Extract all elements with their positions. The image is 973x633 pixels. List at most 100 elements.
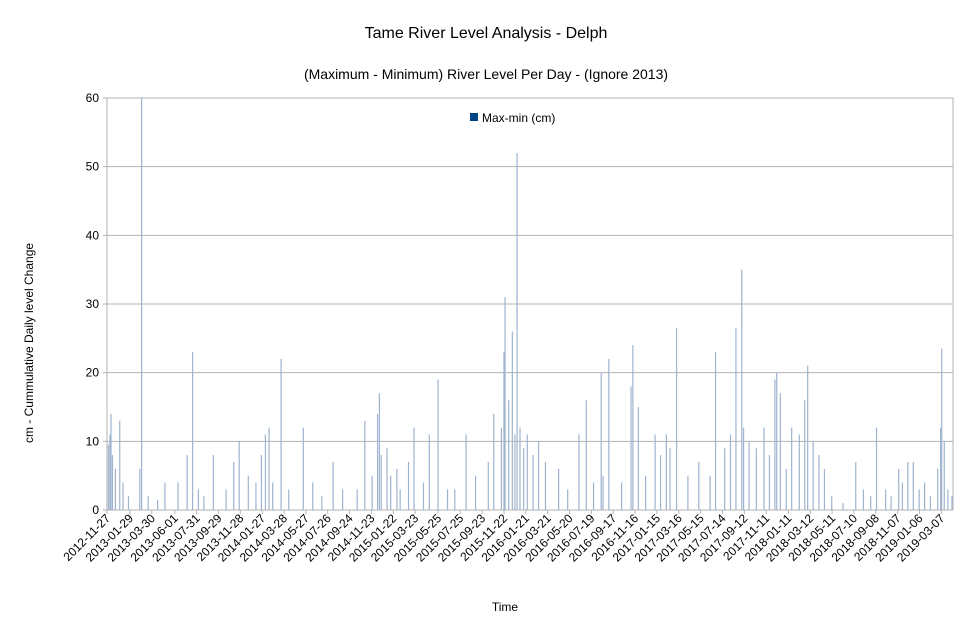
bar (812, 441, 814, 510)
bar (378, 393, 381, 510)
bar (413, 427, 415, 510)
bar (321, 496, 323, 510)
bar (280, 358, 282, 510)
bar (567, 489, 569, 510)
bar (741, 269, 743, 510)
bar (514, 434, 516, 510)
bar (818, 455, 820, 510)
bar (260, 455, 263, 510)
bar (791, 427, 793, 510)
bar (247, 475, 249, 510)
bar (885, 489, 887, 510)
bar (422, 482, 425, 510)
bar (698, 461, 700, 510)
bar (798, 434, 800, 510)
bar (264, 434, 267, 510)
y-tick-label: 40 (86, 228, 100, 242)
bar (272, 482, 274, 510)
bar (516, 152, 518, 510)
bar (842, 503, 844, 510)
bar (386, 448, 388, 510)
bar-series (107, 98, 953, 510)
bar (474, 475, 477, 510)
bar (875, 427, 878, 510)
bar (645, 475, 647, 510)
bar (437, 379, 439, 510)
bar (804, 400, 806, 510)
bar (557, 468, 560, 510)
bar (380, 455, 382, 510)
bar (659, 455, 662, 510)
bar (465, 434, 467, 510)
bar (519, 427, 521, 510)
legend-swatch (470, 113, 478, 121)
bar (157, 499, 159, 510)
bar (735, 328, 737, 510)
bar (428, 434, 430, 510)
x-axis-title: Time (492, 600, 519, 614)
bar (342, 489, 344, 510)
bar (774, 379, 776, 510)
bar (356, 489, 358, 510)
bar (396, 468, 398, 510)
y-tick-labels: 0 10 20 30 40 50 60 (86, 91, 100, 517)
bar (114, 468, 116, 510)
bar (268, 427, 270, 510)
bar (203, 496, 205, 510)
chart-title: Tame River Level Analysis - Delph (365, 25, 608, 42)
bar (823, 468, 826, 510)
bar (537, 441, 540, 510)
bar (504, 297, 506, 510)
bar (288, 489, 290, 510)
plot-area-frame (106, 97, 954, 511)
bar (487, 461, 489, 510)
bar (687, 475, 689, 510)
grid-lines (103, 97, 953, 511)
bar (608, 358, 610, 510)
bar (371, 475, 373, 510)
bar (729, 434, 732, 510)
bar (862, 489, 865, 510)
bar (107, 444, 110, 510)
bar (785, 468, 787, 510)
y-tick-label: 30 (86, 297, 100, 311)
bar (177, 482, 179, 510)
bar (675, 328, 678, 510)
bar (526, 434, 528, 510)
bar (600, 372, 602, 510)
bar (870, 496, 872, 510)
bar (302, 427, 304, 510)
bar (669, 448, 671, 510)
bar (511, 331, 513, 510)
bar (912, 461, 914, 510)
x-tick-labels: 2012-11-272013-01-292013-03-302013-06-01… (60, 510, 948, 565)
y-tick-label: 0 (92, 503, 99, 517)
chart-subtitle: (Maximum - Minimum) River Level Per Day … (304, 66, 668, 82)
bar (947, 489, 949, 510)
bar (943, 441, 945, 510)
y-axis-title: cm - Cummulative Daily level Change (22, 243, 36, 443)
bar (164, 482, 166, 510)
bar (709, 475, 711, 510)
bar (742, 427, 745, 510)
bar (776, 372, 778, 510)
bar (312, 482, 314, 510)
bar (637, 407, 639, 510)
bar (929, 496, 932, 510)
bar (951, 496, 953, 510)
bar (212, 455, 214, 510)
bar (140, 98, 143, 510)
bar (127, 496, 130, 510)
bar (940, 427, 942, 510)
bar (724, 448, 726, 510)
bar (122, 482, 124, 510)
bar (407, 461, 410, 510)
bar (186, 455, 188, 510)
bar (109, 434, 111, 510)
bar (147, 496, 149, 510)
bar (503, 352, 505, 510)
bar (630, 386, 632, 510)
bar (654, 434, 656, 510)
y-tick-label: 60 (86, 91, 100, 105)
bar (255, 482, 257, 510)
